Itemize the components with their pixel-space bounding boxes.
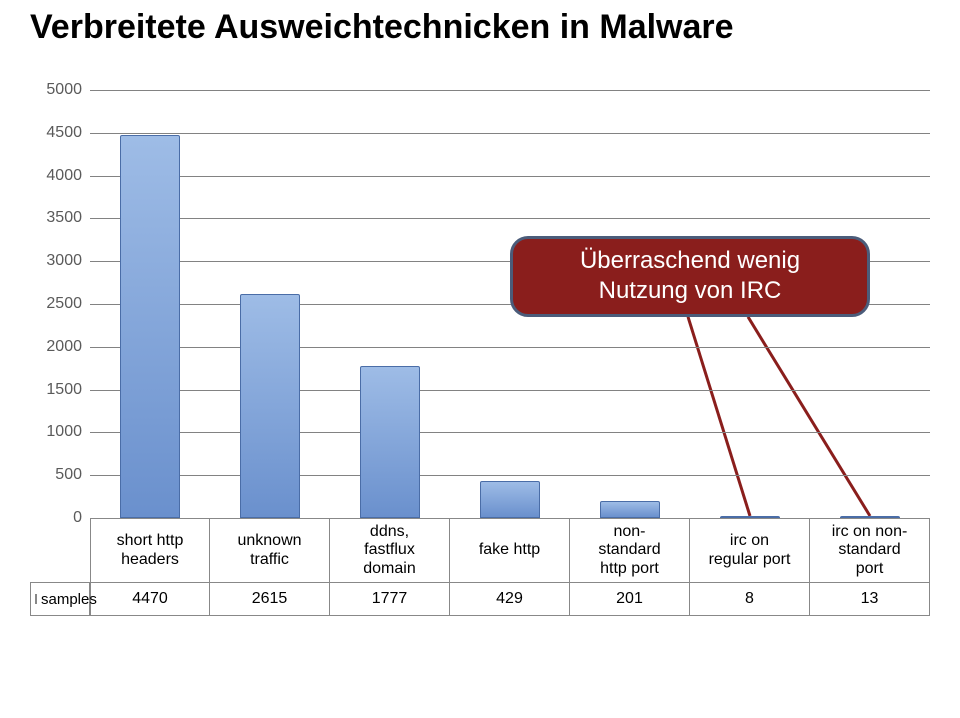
y-tick-label: 5000 xyxy=(22,81,82,99)
grid-line xyxy=(90,133,930,134)
y-tick-label: 1000 xyxy=(22,423,82,441)
bar xyxy=(360,366,420,518)
y-tick-label: 2000 xyxy=(22,338,82,356)
data-value-cell: 201 xyxy=(570,582,690,616)
grid-line xyxy=(90,432,930,433)
y-tick-label: 4500 xyxy=(22,124,82,142)
callout: Überraschend wenig Nutzung von IRC xyxy=(510,236,870,317)
x-category-label: fake http xyxy=(450,518,570,582)
data-value-cell: 1777 xyxy=(330,582,450,616)
x-category-label: non- standard http port xyxy=(570,518,690,582)
y-tick-label: 0 xyxy=(22,509,82,527)
grid-line xyxy=(90,475,930,476)
grid-line xyxy=(90,90,930,91)
data-value-cell: 8 xyxy=(690,582,810,616)
grid-line xyxy=(90,390,930,391)
series-label-text: samples xyxy=(41,591,97,608)
data-value-cell: 429 xyxy=(450,582,570,616)
series-label: samples xyxy=(30,582,90,616)
x-category-label: irc on non- standard port xyxy=(810,518,930,582)
y-tick-label: 3000 xyxy=(22,252,82,270)
bar xyxy=(600,501,660,518)
bar xyxy=(480,481,540,518)
bar xyxy=(120,135,180,518)
slide: Verbreitete Ausweichtechnicken in Malwar… xyxy=(0,0,960,718)
bar-chart: 0500100015002000250030003500400045005000… xyxy=(30,80,930,680)
page-title: Verbreitete Ausweichtechnicken in Malwar… xyxy=(30,8,734,47)
data-value-cell: 2615 xyxy=(210,582,330,616)
bar xyxy=(240,294,300,518)
y-tick-label: 4000 xyxy=(22,167,82,185)
x-category-label: irc on regular port xyxy=(690,518,810,582)
x-category-label: short http headers xyxy=(90,518,210,582)
y-tick-label: 1500 xyxy=(22,381,82,399)
grid-line xyxy=(90,218,930,219)
grid-line xyxy=(90,347,930,348)
plot-area: 0500100015002000250030003500400045005000… xyxy=(90,90,930,518)
y-tick-label: 500 xyxy=(22,466,82,484)
x-category-label: unknown traffic xyxy=(210,518,330,582)
grid-line xyxy=(90,176,930,177)
legend-swatch xyxy=(35,594,37,604)
x-category-label: ddns, fastflux domain xyxy=(330,518,450,582)
data-value-cell: 4470 xyxy=(90,582,210,616)
y-tick-label: 3500 xyxy=(22,209,82,227)
data-value-cell: 13 xyxy=(810,582,930,616)
y-tick-label: 2500 xyxy=(22,295,82,313)
